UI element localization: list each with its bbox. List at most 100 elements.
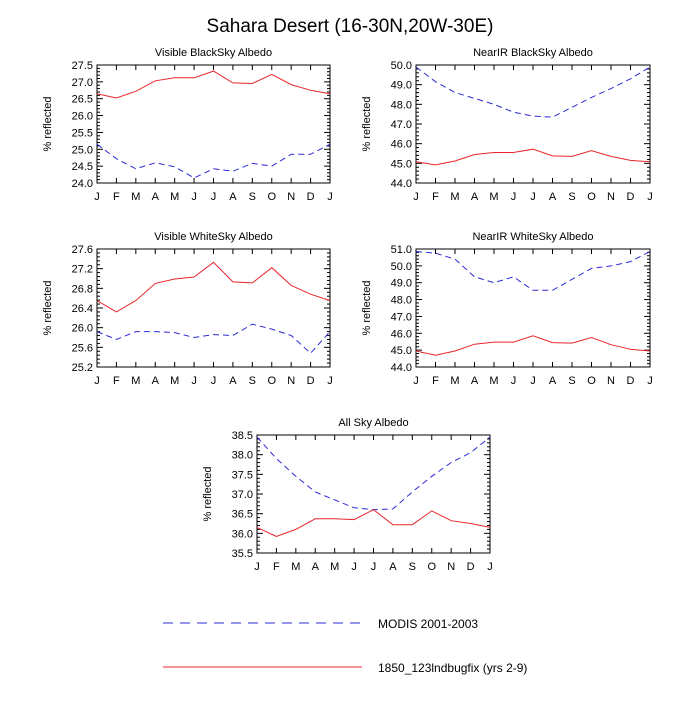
x-tick-label: A [549,375,557,387]
x-tick-label: F [432,191,439,203]
legend: MODIS 2001-2003 1850_123lndbugfix (yrs 2… [163,617,527,675]
x-tick-label: J [647,375,653,387]
x-tick-label: N [607,375,615,387]
x-tick-label: M [450,191,459,203]
plot-frame [415,248,651,368]
x-tick-label: J [351,561,357,573]
x-tick-label: J [94,191,100,203]
y-tick-label: 24.5 [72,161,93,173]
plot-frame [96,248,331,368]
x-tick-label: A [152,375,160,387]
x-tick-label: S [568,191,575,203]
x-tick-label: A [471,375,479,387]
y-tick-label: 48.0 [391,99,412,111]
series-line-model [96,70,331,99]
y-tick-label: 26.4 [72,303,93,315]
x-tick-label: J [94,375,100,387]
y-axis-label: % reflected [42,96,54,151]
y-tick-label: 38.0 [232,450,253,462]
x-tick-label: J [211,375,217,387]
y-tick-label: 38.5 [232,430,253,442]
series-line-modis [96,323,331,354]
y-tick-label: 45.0 [391,158,412,170]
x-tick-label: J [647,191,653,203]
x-tick-label: A [229,375,237,387]
y-tick-label: 37.0 [232,489,253,501]
series-line-model [415,335,651,356]
panel-title: All Sky Albedo [338,417,408,429]
y-tick-label: 27.0 [72,77,93,89]
plot-frame [256,434,491,554]
series-line-modis [415,251,651,291]
y-tick-label: 50.0 [391,60,412,72]
plot-frame [415,64,651,184]
x-tick-label: N [287,191,295,203]
y-tick-label: 47.0 [391,311,412,323]
x-tick-label: M [131,191,140,203]
panel-title: Visible BlackSky Albedo [155,47,272,59]
y-tick-label: 48.0 [391,295,412,307]
x-tick-label: M [131,375,140,387]
legend-label-modis: MODIS 2001-2003 [378,617,478,631]
x-tick-label: A [549,191,557,203]
x-tick-label: O [427,561,436,573]
x-tick-label: F [273,561,280,573]
y-tick-label: 35.5 [232,548,253,560]
x-tick-label: M [170,191,179,203]
y-tick-label: 25.0 [72,144,93,156]
x-tick-label: M [450,375,459,387]
x-tick-label: J [511,191,517,203]
x-tick-label: J [511,375,517,387]
x-tick-label: A [152,191,160,203]
x-tick-label: S [409,561,416,573]
series-line-modis [415,66,651,118]
y-tick-label: 37.5 [232,469,253,481]
panel-title: Visible WhiteSky Albedo [154,231,272,243]
panel-title: NearIR WhiteSky Albedo [472,231,593,243]
legend-label-model: 1850_123lndbugfix (yrs 2-9) [378,661,527,675]
y-tick-label: 46.0 [391,139,412,151]
y-tick-label: 36.5 [232,509,253,521]
plot-frame [96,64,331,184]
x-tick-label: J [211,191,217,203]
x-tick-label: O [267,375,276,387]
y-tick-label: 26.5 [72,94,93,106]
x-tick-label: D [467,561,475,573]
x-tick-label: O [267,191,276,203]
x-tick-label: N [447,561,455,573]
x-tick-label: M [489,191,498,203]
figure-title: Sahara Desert (16-30N,20W-30E) [207,16,494,37]
x-tick-label: D [627,375,635,387]
x-tick-label: D [307,375,315,387]
x-tick-label: N [287,375,295,387]
y-tick-label: 27.2 [72,264,93,276]
y-tick-label: 49.0 [391,80,412,92]
y-axis-label: % reflected [361,280,373,335]
y-tick-label: 44.0 [391,362,412,374]
x-tick-label: A [471,191,479,203]
x-tick-label: M [330,561,339,573]
x-tick-label: J [254,561,260,573]
y-tick-label: 46.0 [391,328,412,340]
series-line-modis [96,143,331,179]
x-tick-label: N [607,191,615,203]
x-tick-label: J [413,191,419,203]
x-tick-label: J [327,191,333,203]
x-tick-label: J [327,375,333,387]
y-tick-label: 50.0 [391,261,412,273]
x-tick-label: O [587,375,596,387]
y-tick-label: 45.0 [391,345,412,357]
y-tick-label: 25.5 [72,127,93,139]
x-tick-label: A [312,561,320,573]
x-tick-label: F [113,375,120,387]
x-tick-label: S [568,375,575,387]
x-tick-label: D [627,191,635,203]
y-axis-label: % reflected [42,280,54,335]
x-tick-label: J [487,561,493,573]
y-tick-label: 24.0 [72,178,93,190]
